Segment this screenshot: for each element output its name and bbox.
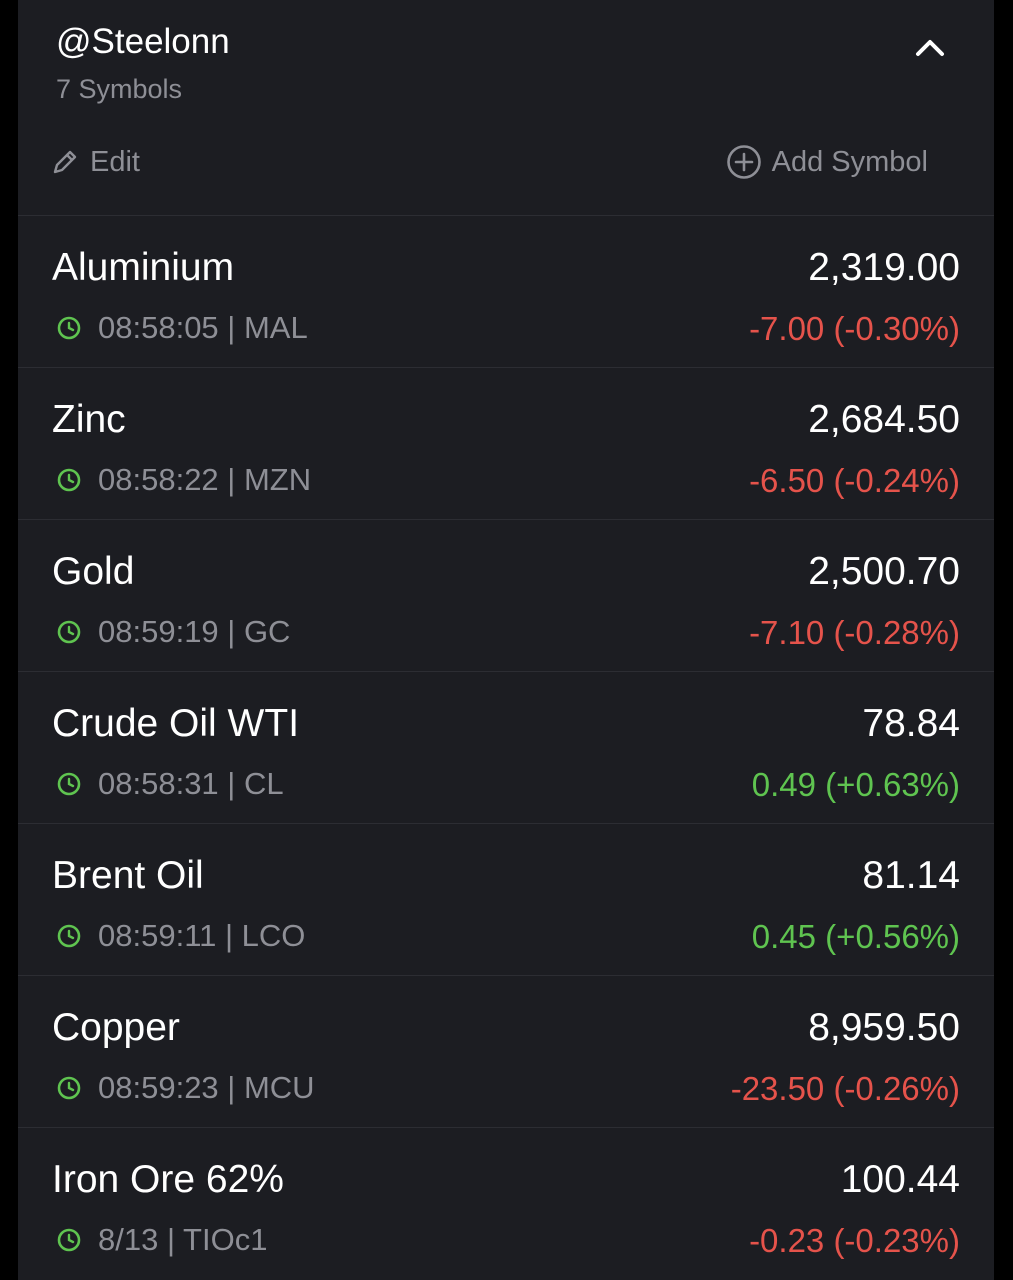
- symbol-time-ticker: 08:59:11 | LCO: [98, 918, 306, 953]
- symbol-name: Crude Oil WTI: [52, 702, 300, 745]
- symbol-name: Zinc: [52, 398, 126, 441]
- edit-label: Edit: [90, 145, 140, 178]
- symbol-time-ticker: 08:58:31 | CL: [98, 766, 284, 801]
- symbol-row[interactable]: Zinc 08:58:22 | MZN 2,684.50 -6.50 (-0.2…: [18, 368, 994, 520]
- symbol-price: 8,959.50: [808, 1006, 960, 1049]
- symbol-row[interactable]: Aluminium 08:58:05 | MAL 2,319.00 -7.00 …: [18, 216, 994, 368]
- symbol-change: -7.00 (-0.30%): [749, 310, 960, 347]
- clock-icon: [57, 772, 81, 796]
- symbol-price: 2,684.50: [808, 398, 960, 441]
- symbol-change: -23.50 (-0.26%): [730, 1070, 960, 1107]
- pencil-icon: [53, 150, 77, 174]
- symbol-price: 2,500.70: [808, 550, 960, 593]
- clock-icon: [57, 316, 81, 340]
- symbol-name: Iron Ore 62%: [52, 1158, 284, 1201]
- symbol-meta: 08:59:11 | LCO: [56, 918, 306, 953]
- symbol-meta: 08:59:19 | GC: [56, 614, 291, 649]
- symbol-time-ticker: 08:58:05 | MAL: [98, 310, 308, 345]
- symbol-change: -7.10 (-0.28%): [749, 614, 960, 651]
- symbol-change: -0.23 (-0.23%): [749, 1222, 960, 1259]
- symbol-time-ticker: 08:59:19 | GC: [98, 614, 291, 649]
- symbol-name: Aluminium: [52, 246, 235, 289]
- add-symbol-label: Add Symbol: [771, 145, 928, 178]
- plus-circle-icon: [726, 145, 761, 179]
- symbol-change: 0.49 (+0.63%): [751, 766, 960, 803]
- symbol-price: 100.44: [840, 1158, 960, 1201]
- watchlist-panel: @Steelonn 7 Symbols Edit Add Symbol Alum: [18, 0, 994, 1280]
- watchlist-title: @Steelonn: [56, 22, 230, 61]
- symbol-meta: 08:58:31 | CL: [56, 766, 284, 801]
- symbol-name: Gold: [52, 550, 135, 593]
- symbol-row[interactable]: Brent Oil 08:59:11 | LCO 81.14 0.45 (+0.…: [18, 824, 994, 976]
- symbol-time-ticker: 8/13 | TIOc1: [98, 1222, 268, 1257]
- symbol-name: Brent Oil: [52, 854, 204, 897]
- symbol-name: Copper: [52, 1006, 180, 1049]
- symbol-time-ticker: 08:59:23 | MCU: [98, 1070, 315, 1105]
- symbol-meta: 08:58:05 | MAL: [56, 310, 308, 345]
- symbol-list: Aluminium 08:58:05 | MAL 2,319.00 -7.00 …: [18, 216, 994, 1280]
- symbol-change: 0.45 (+0.56%): [751, 918, 960, 955]
- clock-icon: [57, 924, 81, 948]
- clock-icon: [57, 1228, 81, 1252]
- symbol-meta: 08:58:22 | MZN: [56, 462, 312, 497]
- symbol-row[interactable]: Gold 08:59:19 | GC 2,500.70 -7.10 (-0.28…: [18, 520, 994, 672]
- symbol-price: 2,319.00: [808, 246, 960, 289]
- symbol-change: -6.50 (-0.24%): [749, 462, 960, 499]
- symbol-row[interactable]: Iron Ore 62% 8/13 | TIOc1 100.44 -0.23 (…: [18, 1128, 994, 1280]
- symbol-time-ticker: 08:58:22 | MZN: [98, 462, 312, 497]
- symbol-count: 7 Symbols: [56, 74, 183, 104]
- collapse-button[interactable]: [910, 30, 950, 62]
- clock-icon: [57, 468, 81, 492]
- chevron-up-icon: [916, 40, 944, 56]
- symbol-row[interactable]: Crude Oil WTI 08:58:31 | CL 78.84 0.49 (…: [18, 672, 994, 824]
- watchlist-header: @Steelonn 7 Symbols Edit Add Symbol: [18, 0, 994, 216]
- symbol-meta: 8/13 | TIOc1: [56, 1222, 268, 1257]
- edit-button[interactable]: Edit: [50, 142, 140, 182]
- clock-icon: [57, 1076, 81, 1100]
- symbol-meta: 08:59:23 | MCU: [56, 1070, 315, 1105]
- clock-icon: [57, 620, 81, 644]
- symbol-price: 78.84: [862, 702, 960, 745]
- symbol-row[interactable]: Copper 08:59:23 | MCU 8,959.50 -23.50 (-…: [18, 976, 994, 1128]
- add-symbol-button[interactable]: Add Symbol: [726, 142, 928, 182]
- symbol-price: 81.14: [862, 854, 960, 897]
